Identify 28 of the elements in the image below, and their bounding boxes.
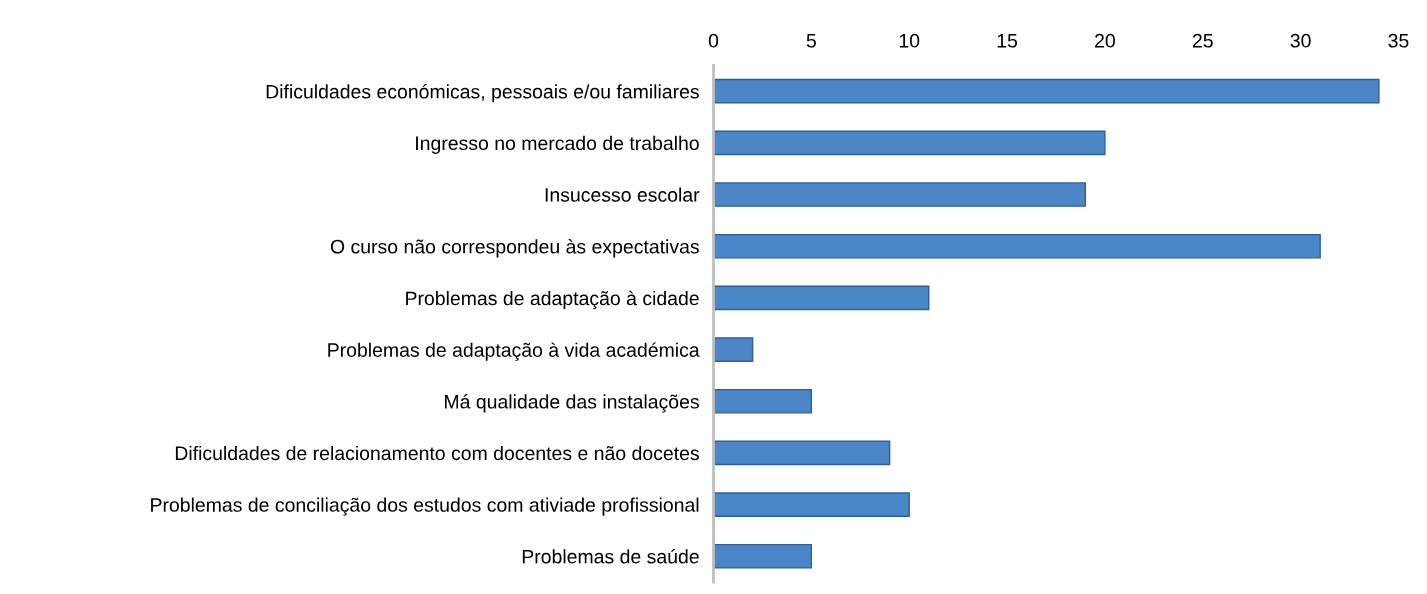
bar bbox=[713, 388, 813, 414]
y-tick-label: Problemas de conciliação dos estudos com ativiade profissional bbox=[151, 497, 699, 516]
bar bbox=[713, 285, 930, 311]
y-tick-label: Problemas de adaptação à cidade bbox=[406, 290, 699, 310]
x-tick-label: 5 bbox=[806, 34, 816, 48]
bar bbox=[713, 182, 1087, 207]
bar bbox=[713, 440, 891, 466]
y-tick-label: Dificuldades económicas, pessoais e/ou familiares bbox=[266, 84, 699, 103]
bar bbox=[713, 492, 910, 517]
y-tick-label: Dificuldades de relacionamento com docentes e não docetes bbox=[175, 445, 699, 461]
y-tick-label: O curso não correspondeu às expectativas bbox=[330, 239, 699, 258]
y-tick-label: Ingresso no mercado de trabalho bbox=[416, 135, 699, 154]
x-tick-label: 20 bbox=[1095, 33, 1115, 48]
x-tick-label: 15 bbox=[997, 34, 1018, 48]
x-tick-label: 30 bbox=[1290, 33, 1311, 48]
bar bbox=[713, 233, 1321, 259]
x-tick-label: 10 bbox=[899, 33, 920, 48]
y-tick-label: Problemas de saúde bbox=[522, 549, 699, 564]
bar bbox=[713, 78, 1380, 104]
x-tick-label: 35 bbox=[1388, 33, 1409, 48]
y-tick-label: Insucesso escolar bbox=[545, 187, 700, 202]
bar bbox=[713, 130, 1106, 156]
x-tick-label: 0 bbox=[708, 33, 719, 48]
y-tick-label: Problemas de adaptação à vida académica bbox=[328, 342, 700, 361]
y-tick-label: Má qualidade das instalações bbox=[445, 394, 699, 413]
bar bbox=[713, 543, 813, 569]
x-tick-label: 25 bbox=[1192, 33, 1213, 48]
bar bbox=[713, 337, 754, 362]
